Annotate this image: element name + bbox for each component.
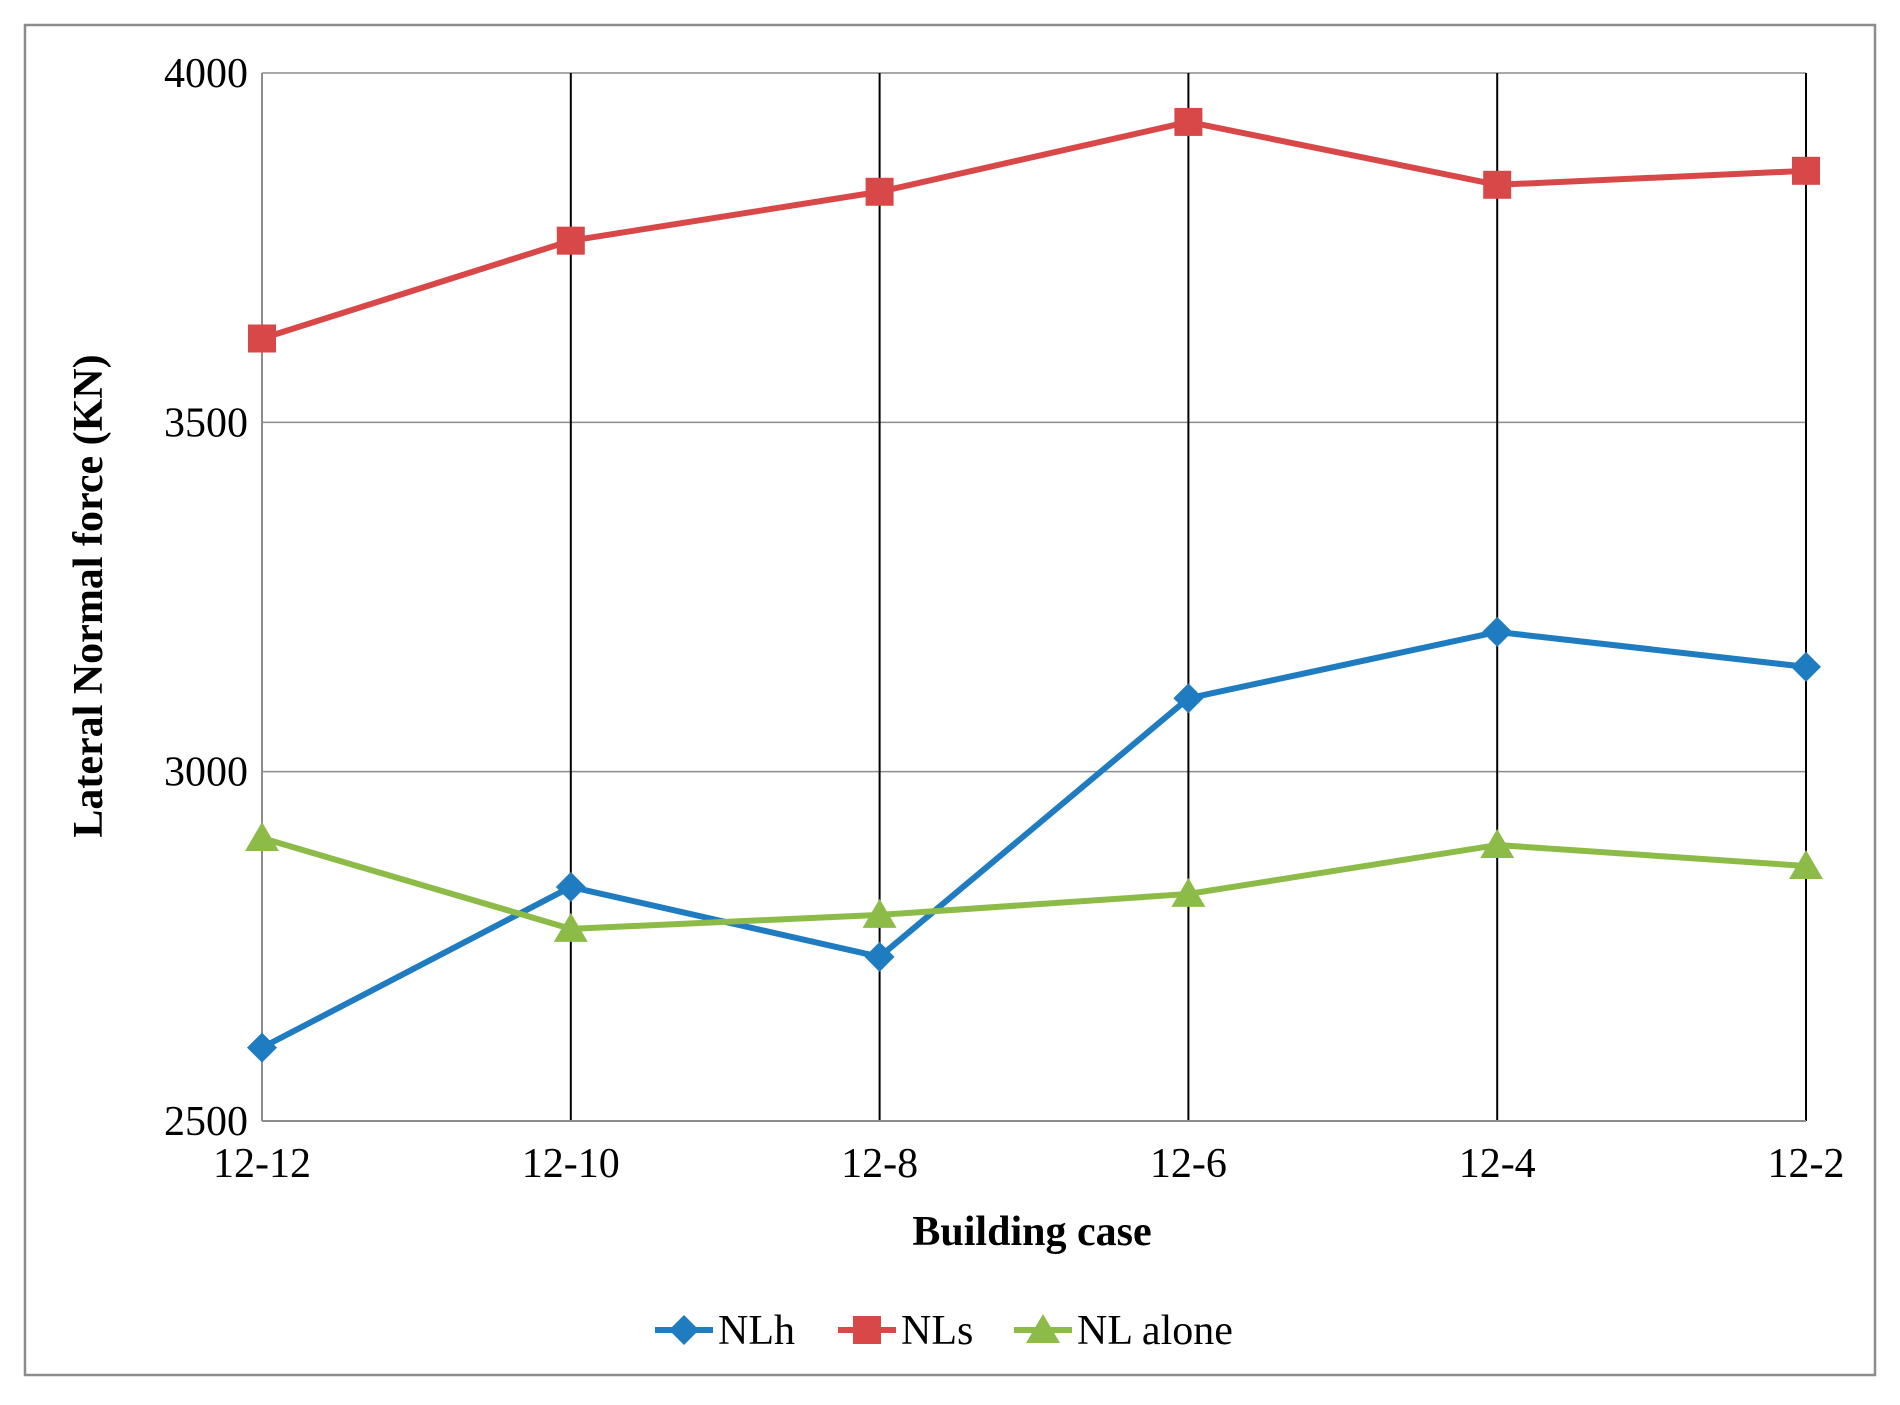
x-tick-label: 12-6 [1150,1141,1227,1187]
legend-item: NLs [838,1308,973,1354]
data-point [248,324,276,353]
data-point [1173,683,1204,714]
x-tick-label: 12-12 [213,1141,311,1187]
legend-label: NLs [901,1308,973,1354]
axes [261,73,1806,1122]
y-tick-label: 2500 [164,1099,248,1145]
series [245,107,1823,1063]
y-tick-labels: 2500 3000 3500 4000 [164,51,248,1145]
data-point [1480,829,1515,859]
x-tick-label: 12-10 [522,1141,620,1187]
series-nl-alone [245,822,1823,942]
data-point [1171,877,1206,907]
data-point [1789,849,1823,879]
data-point [862,898,897,928]
series-line [261,835,1807,932]
data-point [1174,107,1203,136]
data-point [1791,651,1821,682]
legend-marker [1026,1314,1060,1343]
data-point [553,912,588,942]
y-tick-label: 3000 [164,750,248,796]
x-tick-labels: 12-12 12-10 12-8 12-6 12-4 12-2 [213,1141,1845,1187]
legend-item: NL alone [1014,1308,1233,1354]
data-point [245,822,279,852]
y-tick-label: 3500 [164,400,248,446]
data-point [1482,616,1513,647]
x-axis-title: Building case [912,1209,1151,1255]
legend-label: NL alone [1077,1308,1233,1354]
legend-marker [669,1315,699,1345]
series-nls [248,107,1820,353]
data-point [555,871,586,902]
legend-label: NLh [718,1308,795,1354]
chart-frame [23,23,1877,1377]
series-line [261,118,1807,342]
x-tick-label: 12-8 [841,1141,918,1187]
data-point [1792,156,1820,185]
y-axis-title: Lateral Normal force (KN) [66,354,112,837]
legend: NLh NLs NL alone [655,1308,1233,1354]
x-tick-label: 12-4 [1459,1141,1536,1187]
data-point [865,177,894,206]
data-point [556,226,585,255]
data-point [864,941,895,972]
data-point [1483,170,1512,199]
x-tick-label: 12-2 [1768,1141,1845,1187]
data-point [247,1032,277,1063]
y-tick-label: 4000 [164,51,248,97]
legend-item: NLh [655,1308,795,1354]
legend-marker [853,1316,881,1344]
